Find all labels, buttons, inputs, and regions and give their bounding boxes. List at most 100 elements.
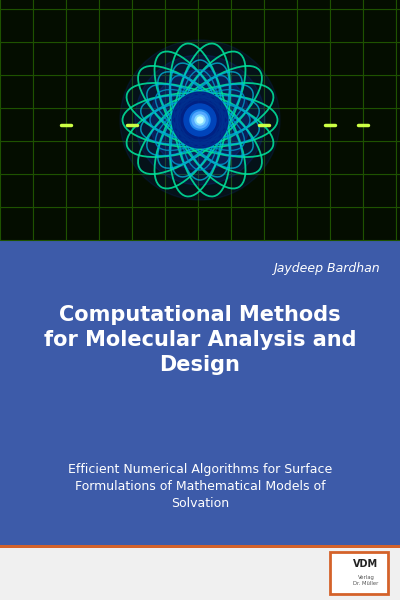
- Bar: [264, 75, 297, 108]
- Bar: [198, 42, 231, 75]
- Bar: [363, 141, 396, 174]
- Bar: [264, 108, 297, 141]
- Bar: [165, 108, 198, 141]
- Bar: [330, 552, 388, 594]
- Bar: [396, 141, 400, 174]
- Bar: [99, 75, 132, 108]
- Bar: [231, 75, 264, 108]
- Bar: [0, 0, 33, 9]
- Bar: [165, 75, 198, 108]
- Circle shape: [192, 112, 208, 128]
- Bar: [264, 207, 297, 240]
- Bar: [363, 75, 396, 108]
- Bar: [396, 207, 400, 240]
- Bar: [330, 42, 363, 75]
- Bar: [33, 9, 66, 42]
- Bar: [0, 545, 400, 548]
- Bar: [99, 9, 132, 42]
- Text: VDM: VDM: [353, 559, 378, 569]
- Bar: [231, 207, 264, 240]
- Text: Verlag
Dr. Müller: Verlag Dr. Müller: [353, 575, 379, 586]
- Bar: [363, 207, 396, 240]
- Bar: [363, 42, 396, 75]
- Bar: [0, 240, 400, 545]
- Bar: [99, 174, 132, 207]
- Bar: [264, 9, 297, 42]
- Bar: [231, 174, 264, 207]
- Bar: [0, 174, 33, 207]
- Circle shape: [195, 115, 205, 125]
- Bar: [165, 174, 198, 207]
- Bar: [165, 207, 198, 240]
- Bar: [330, 207, 363, 240]
- Circle shape: [172, 92, 228, 148]
- Bar: [264, 42, 297, 75]
- Bar: [396, 42, 400, 75]
- Bar: [297, 207, 330, 240]
- Bar: [330, 108, 363, 141]
- Bar: [132, 108, 165, 141]
- Bar: [330, 75, 363, 108]
- Bar: [33, 108, 66, 141]
- Bar: [198, 9, 231, 42]
- Bar: [231, 42, 264, 75]
- Bar: [396, 0, 400, 9]
- Bar: [66, 0, 99, 9]
- Bar: [66, 174, 99, 207]
- Circle shape: [197, 117, 203, 123]
- Bar: [264, 141, 297, 174]
- Bar: [66, 207, 99, 240]
- Bar: [198, 0, 231, 9]
- Bar: [231, 141, 264, 174]
- Bar: [0, 75, 33, 108]
- Bar: [297, 42, 330, 75]
- Circle shape: [135, 55, 265, 185]
- Bar: [297, 108, 330, 141]
- Bar: [297, 75, 330, 108]
- Bar: [0, 9, 33, 42]
- Bar: [165, 9, 198, 42]
- Bar: [363, 0, 396, 9]
- Bar: [396, 9, 400, 42]
- Bar: [198, 207, 231, 240]
- Bar: [132, 0, 165, 9]
- Bar: [33, 0, 66, 9]
- Bar: [330, 141, 363, 174]
- Bar: [297, 174, 330, 207]
- Bar: [33, 75, 66, 108]
- Bar: [198, 174, 231, 207]
- Bar: [297, 141, 330, 174]
- Bar: [231, 9, 264, 42]
- Bar: [66, 141, 99, 174]
- Bar: [231, 108, 264, 141]
- Bar: [198, 75, 231, 108]
- Bar: [0, 207, 33, 240]
- Bar: [165, 42, 198, 75]
- Bar: [99, 141, 132, 174]
- Bar: [330, 174, 363, 207]
- Bar: [231, 0, 264, 9]
- Bar: [99, 42, 132, 75]
- Bar: [198, 108, 231, 141]
- Bar: [66, 75, 99, 108]
- Bar: [165, 141, 198, 174]
- Bar: [33, 42, 66, 75]
- Bar: [198, 141, 231, 174]
- Bar: [264, 174, 297, 207]
- Bar: [0, 108, 33, 141]
- Bar: [0, 0, 400, 240]
- Bar: [132, 9, 165, 42]
- Bar: [396, 108, 400, 141]
- Bar: [396, 75, 400, 108]
- Bar: [363, 9, 396, 42]
- Bar: [330, 9, 363, 42]
- Bar: [363, 108, 396, 141]
- Bar: [0, 42, 33, 75]
- Bar: [132, 42, 165, 75]
- Bar: [0, 545, 400, 600]
- Bar: [264, 0, 297, 9]
- Bar: [132, 207, 165, 240]
- Text: Jaydeep Bardhan: Jaydeep Bardhan: [273, 262, 380, 275]
- Text: Efficient Numerical Algorithms for Surface
Formulations of Mathematical Models o: Efficient Numerical Algorithms for Surfa…: [68, 463, 332, 509]
- Bar: [0, 141, 33, 174]
